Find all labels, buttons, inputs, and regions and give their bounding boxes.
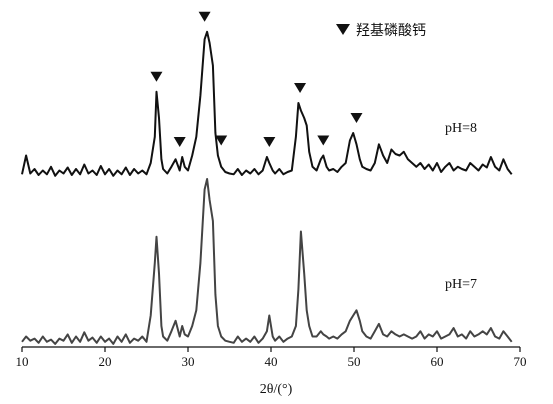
x-tick-label-20: 20 [99,354,112,369]
x-tick-label-60: 60 [431,354,444,369]
series-layer [21,30,513,345]
legend: 羟基磷酸钙 [336,22,426,39]
x-tick-label-10: 10 [16,354,29,369]
peak-marker-2 [173,137,186,147]
series-labels: pH=8 pH=7 [445,121,477,292]
x-axis-label: 2θ/(°) [260,382,293,397]
series-line-ph-8 [21,30,513,177]
x-tick-label-70: 70 [514,354,527,369]
peak-marker-8 [350,113,363,123]
peak-marker-5 [263,137,276,147]
series-label-ph-8: pH=8 [445,121,477,136]
marker-layer [150,11,363,147]
peak-marker-7 [317,135,330,146]
series-label-ph-7: pH=7 [445,277,477,292]
peak-marker-6 [294,83,307,93]
peak-marker-1 [150,71,163,82]
legend-marker-triangle [336,24,350,35]
x-tick-label-40: 40 [265,354,278,369]
x-axis: 10 20 30 40 50 60 70 [16,346,527,369]
peak-marker-3 [198,11,211,22]
legend-label: 羟基磷酸钙 [356,22,426,39]
x-tick-label-50: 50 [348,354,361,369]
peak-marker-4 [215,135,228,146]
series-line-ph-7 [21,178,513,345]
x-tick-label-30: 30 [182,354,195,369]
